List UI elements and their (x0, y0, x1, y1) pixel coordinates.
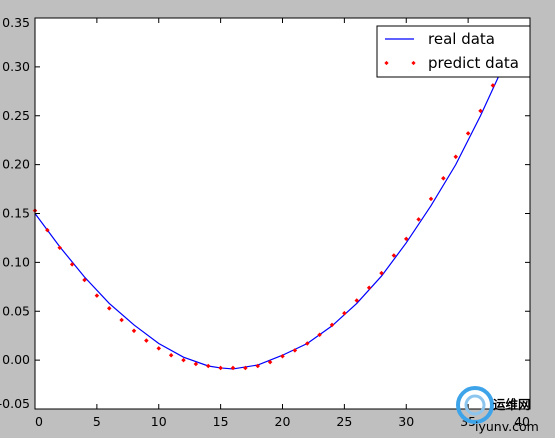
watermark-url: iyunv.com (475, 419, 539, 434)
predict-data-point (441, 176, 446, 181)
predict-data-point (317, 332, 322, 337)
watermark-title: 运维网 (493, 397, 531, 412)
predict-data-point (354, 298, 360, 303)
x-tick-label: 30 (398, 414, 414, 429)
predict-data-point (342, 310, 347, 316)
predict-data-point (156, 346, 162, 351)
predict-data-point (144, 338, 149, 343)
predict-data-point (391, 253, 397, 258)
plot-frame (34, 17, 531, 410)
y-tick-label: 0.25 (2, 108, 30, 123)
watermark-logo-inner-icon (464, 394, 486, 416)
predict-data-point (379, 270, 384, 276)
predict-data-point (230, 365, 236, 371)
legend-label-predict-data: predict data (428, 54, 519, 72)
legend-box (376, 25, 531, 78)
x-tick-label: 0 (35, 414, 43, 429)
y-tick-label: 0.15 (2, 206, 30, 221)
y-tick-label: 0.30 (2, 59, 30, 74)
x-tick-label: 40 (514, 414, 530, 429)
y-tick-label: 0.00 (2, 352, 30, 367)
x-tick-label: 10 (151, 414, 167, 429)
x-tick-label: 5 (93, 414, 101, 429)
watermark: 运维网 iyunv.com (456, 386, 539, 434)
y-tick-label: 0.05 (2, 303, 30, 318)
x-tick-label: 25 (336, 414, 352, 429)
predict-data-point (304, 341, 310, 346)
predict-data-point (280, 353, 285, 359)
predict-data-point (255, 363, 261, 369)
ticks-layer: 0 5 10 15 20 25 30 35 40-0.050.000.050.100.150.2… (0, 15, 531, 429)
watermark-logo-icon (456, 386, 494, 424)
y-tick-label: -0.05 (0, 396, 30, 411)
predict-data-point (131, 328, 137, 334)
y-tick-label: 0.35 (2, 15, 30, 30)
predict-data-point (292, 348, 298, 353)
predict-data-point (267, 359, 273, 365)
predict-data-point (205, 363, 211, 369)
y-tick-label: 0.20 (2, 157, 30, 172)
predict-data-point (490, 83, 496, 88)
legend: real data predict data (376, 25, 531, 78)
predict-data-point (218, 365, 223, 371)
x-tick-label: 15 (213, 414, 229, 429)
legend-label-real-data: real data (428, 30, 495, 48)
predict-data-point (168, 352, 174, 358)
x-tick-label: 20 (275, 414, 291, 429)
y-tick-label: 0.10 (2, 254, 30, 269)
predict-data-point (453, 154, 459, 160)
predict-data-point (193, 361, 199, 367)
series-layer (32, 27, 519, 371)
predict-data-point (366, 285, 372, 291)
plot-area (35, 18, 530, 409)
predict-data-point (329, 322, 335, 328)
predict-data-point (243, 365, 248, 371)
predict-data-point (428, 196, 434, 202)
